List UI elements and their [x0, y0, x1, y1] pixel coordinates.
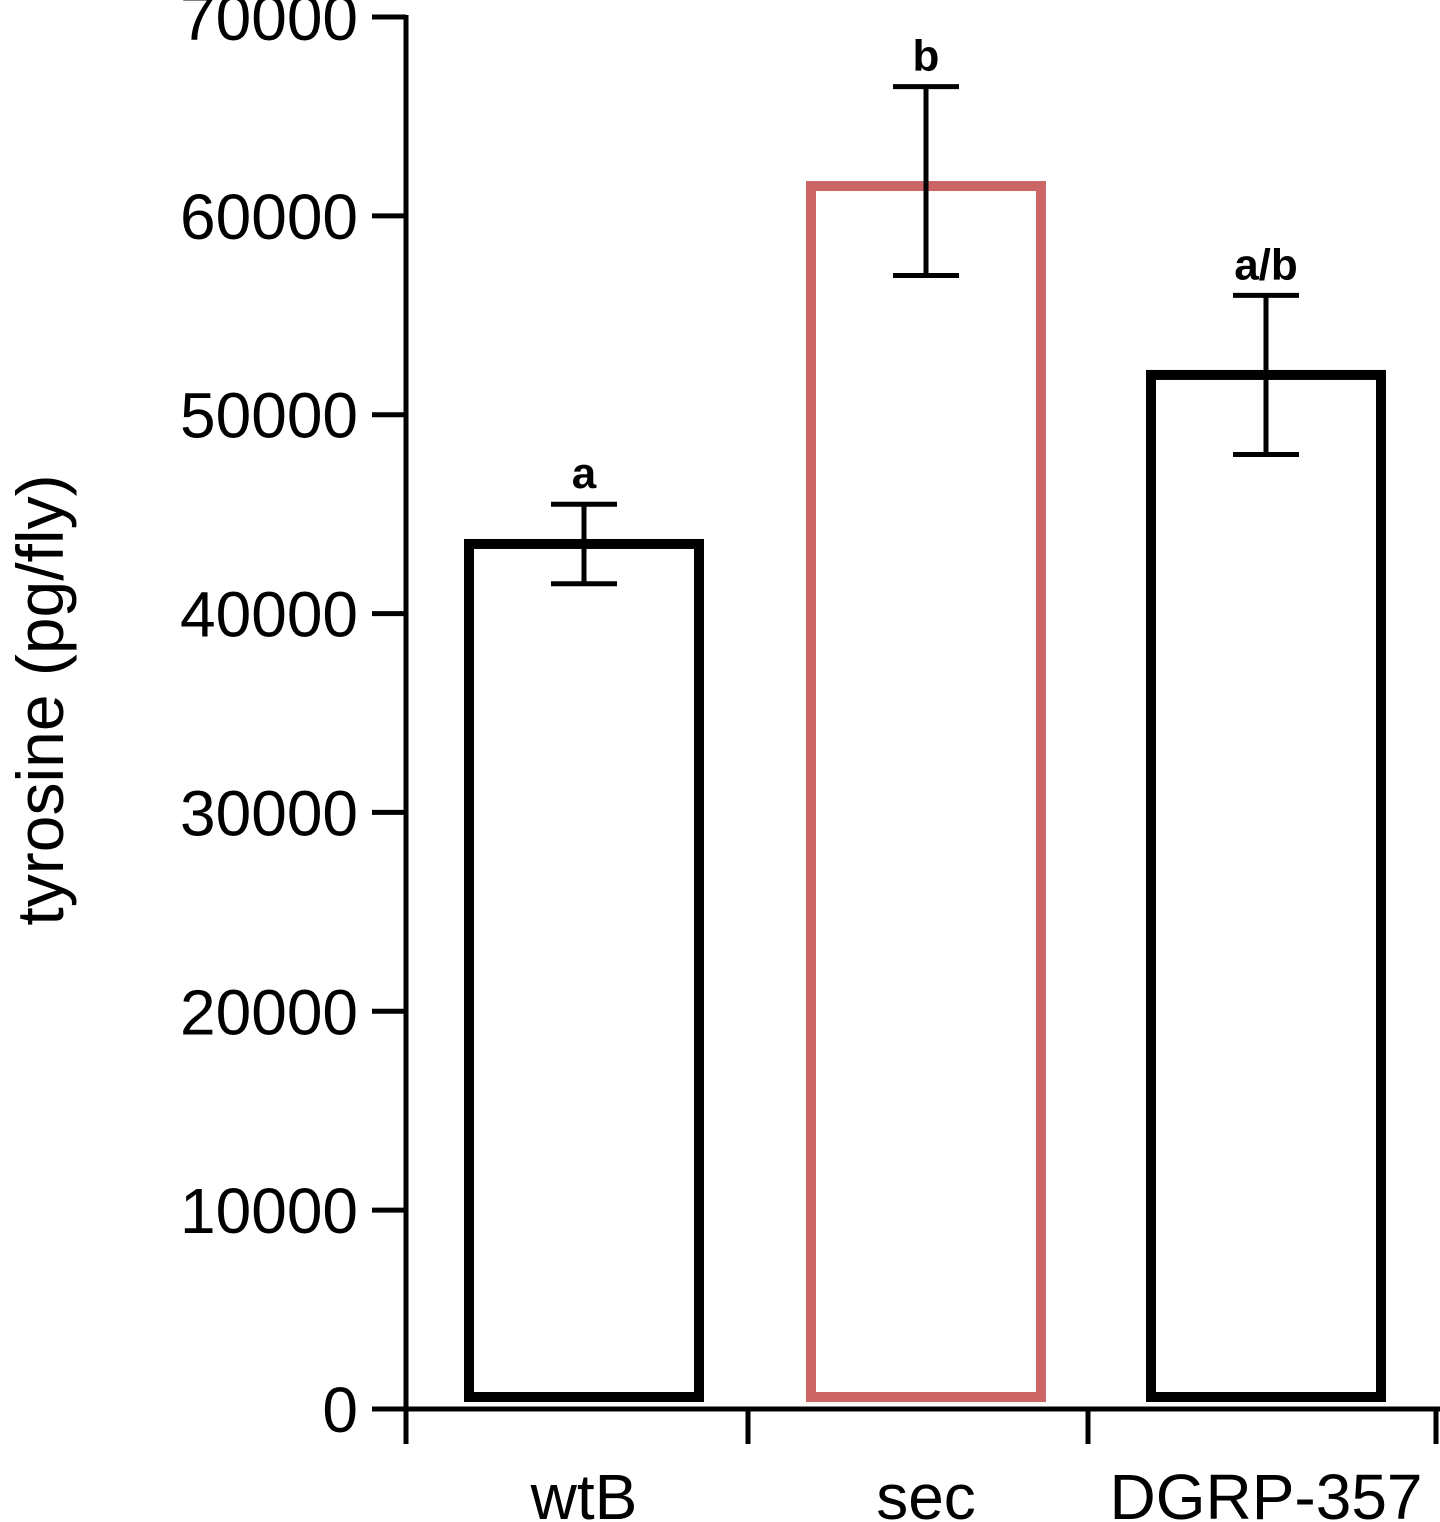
- y-tick-label: 30000: [180, 777, 358, 849]
- x-tick-label: DGRP-357: [1110, 1461, 1423, 1522]
- x-tick-label: wtB: [530, 1461, 638, 1522]
- bar-sec: [806, 181, 1046, 1402]
- bars: a wtB b sec a/b DGRP-357: [464, 32, 1423, 1522]
- y-tick-label: 10000: [180, 1175, 358, 1247]
- y-axis-label: tyrosine (pg/fly): [3, 474, 77, 925]
- y-tick-label: 50000: [180, 380, 358, 452]
- y-tick-label: 40000: [180, 579, 358, 651]
- bar-wtB: [464, 538, 704, 1402]
- y-tick-label: 0: [322, 1374, 358, 1446]
- x-tick-label: sec: [876, 1461, 976, 1522]
- significance-label: b: [913, 32, 940, 81]
- y-tick-label: 60000: [180, 181, 358, 253]
- significance-label: a/b: [1234, 240, 1298, 289]
- bar-DGRP-357: [1146, 369, 1386, 1402]
- y-tick-label: 70000: [180, 0, 358, 54]
- x-axis: [372, 1406, 1440, 1444]
- y-axis: 0 10000 20000 30000 40000 50000 60000 70000: [180, 0, 409, 1446]
- significance-label: a: [572, 449, 597, 498]
- y-tick-label: 20000: [180, 976, 358, 1048]
